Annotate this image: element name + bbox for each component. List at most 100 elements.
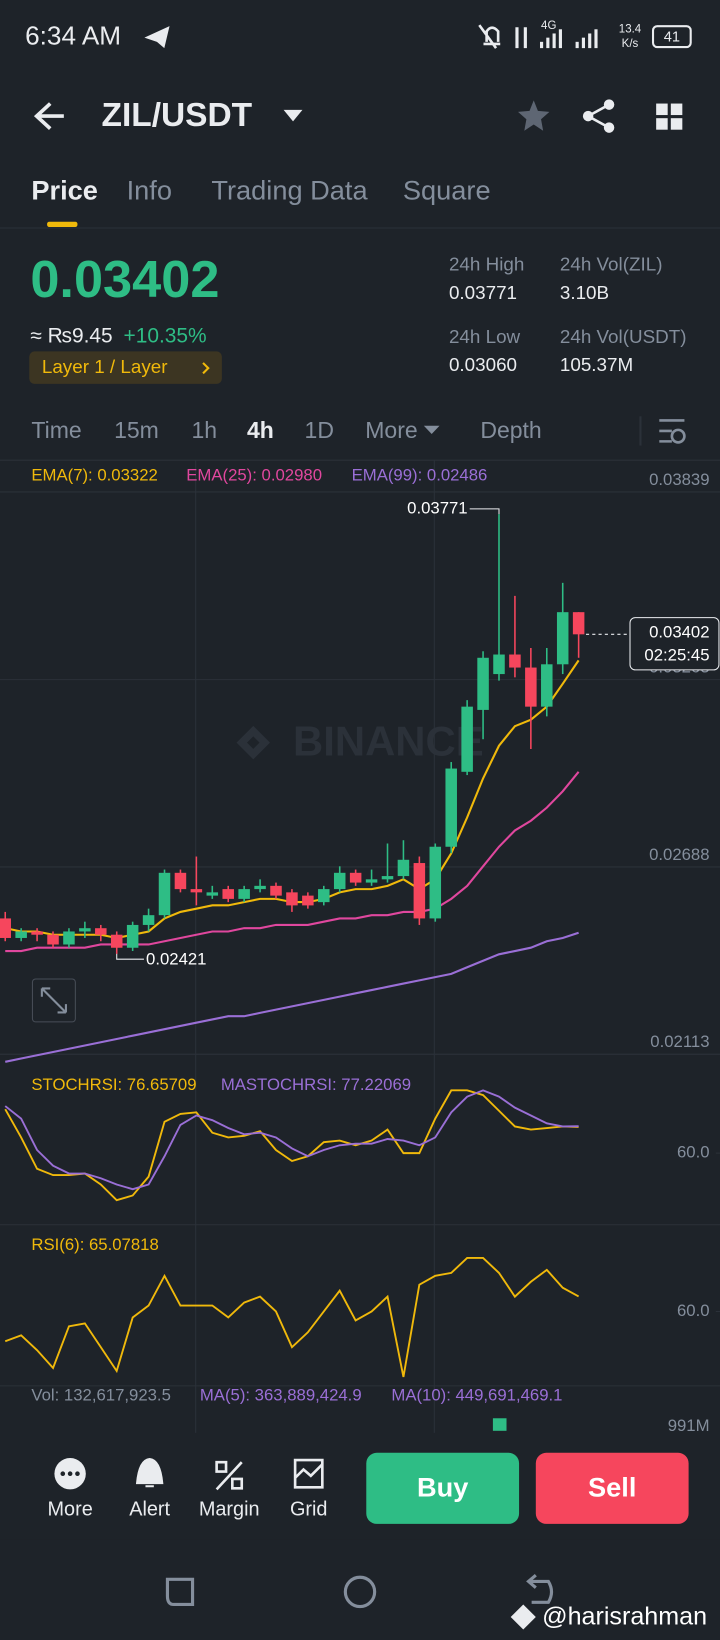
candle-body	[0, 918, 11, 938]
stat-label: 24h Vol(ZIL)	[560, 254, 663, 275]
candle-body	[397, 859, 410, 877]
candle-body	[445, 768, 457, 847]
interval-tab[interactable]: 4h	[247, 417, 274, 443]
tab[interactable]: Square	[403, 175, 491, 206]
candle-body	[429, 846, 442, 919]
candle-body	[190, 889, 203, 893]
network-type: 4G	[541, 20, 556, 32]
candle-body	[158, 872, 171, 916]
volume-tick-label: 991M	[668, 1416, 710, 1435]
candle-body	[142, 915, 155, 925]
candle-body	[365, 879, 378, 883]
pair-dropdown[interactable]	[283, 109, 303, 122]
last-price: 0.03402	[30, 251, 219, 309]
more-dropdown[interactable]	[423, 425, 440, 435]
candle-body	[525, 667, 537, 707]
action-label[interactable]: More	[47, 1499, 92, 1521]
interval-tab[interactable]: 15m	[114, 417, 159, 443]
tab[interactable]: Price	[31, 175, 98, 206]
candle-body	[110, 934, 123, 948]
chart-watermark: BINANCE	[293, 718, 484, 765]
candle-body	[286, 892, 298, 906]
favorite-button[interactable]	[518, 100, 550, 131]
buy-label[interactable]: Buy	[417, 1472, 468, 1503]
pair-title[interactable]: ZIL/USDT	[102, 97, 253, 134]
candle-body	[461, 706, 473, 772]
layout-button[interactable]	[656, 103, 683, 130]
action-label[interactable]: Grid	[290, 1499, 328, 1521]
watermark-logo	[236, 725, 270, 760]
tag-label[interactable]: Layer 1 / Layer	[42, 356, 168, 377]
stat-value: 3.10B	[560, 282, 609, 303]
speed-unit: K/s	[622, 38, 639, 50]
home-button[interactable]	[343, 1575, 377, 1609]
high-label: 0.03771	[407, 498, 467, 517]
candle-body	[556, 612, 569, 665]
interval-tab[interactable]: 1h	[192, 417, 218, 443]
indicator-tick-label: 60.0	[677, 1143, 710, 1162]
price-tick-label: 0.03839	[649, 470, 709, 489]
tab[interactable]: Trading Data	[211, 175, 368, 206]
tag-chip[interactable]	[29, 351, 222, 384]
last-price-box	[629, 617, 720, 671]
speed: 13.4	[619, 23, 642, 35]
price-change: +10.35%	[123, 324, 206, 347]
candle-body	[509, 654, 521, 668]
candle-body	[31, 931, 43, 935]
margin-icon[interactable]	[215, 1460, 244, 1491]
candle-body	[47, 934, 59, 945]
candle-body	[174, 872, 187, 890]
candle-body	[302, 895, 314, 906]
price-tick-label: 0.02113	[650, 1032, 709, 1051]
high-pointer	[469, 508, 500, 515]
volume-label: MA(5): 363,889,424.9	[200, 1386, 362, 1405]
candle-body	[63, 931, 75, 945]
candle-body	[349, 872, 362, 883]
candle-body	[206, 892, 219, 896]
action-label[interactable]: Alert	[129, 1499, 170, 1521]
fullscreen-icon	[40, 987, 67, 1014]
clock: 6:34 AM	[25, 21, 121, 51]
mute-icon	[478, 24, 501, 49]
data-icon	[515, 27, 527, 49]
tab-indicator	[47, 221, 78, 227]
interval-tab[interactable]: 1D	[305, 417, 334, 443]
interval-tab[interactable]: Depth	[480, 417, 541, 443]
sell-button[interactable]	[535, 1452, 689, 1524]
tag-chevron	[202, 362, 210, 375]
candle-body	[15, 931, 27, 938]
interval-tab[interactable]: Time	[31, 417, 81, 443]
interval-tab[interactable]: More	[365, 417, 417, 443]
settings-button[interactable]	[659, 419, 685, 443]
candle-body	[572, 612, 585, 635]
volume-label: Vol: 132,617,923.5	[31, 1386, 170, 1405]
action-label[interactable]: Margin	[199, 1499, 260, 1521]
volume-label: MA(10): 449,691,469.1	[391, 1386, 562, 1405]
countdown-label: 02:25:45	[644, 646, 709, 665]
ema-label: EMA(25): 0.02980	[186, 465, 322, 484]
tab[interactable]: Info	[127, 175, 172, 206]
candle-body	[413, 863, 426, 919]
recents-button[interactable]	[165, 1577, 195, 1607]
alert-icon[interactable]	[135, 1458, 164, 1488]
indicator-tick-label: 60.0	[677, 1301, 710, 1320]
sell-label[interactable]: Sell	[588, 1472, 636, 1503]
candle-body	[541, 664, 553, 707]
back-button[interactable]	[33, 102, 64, 130]
last-price-label: 0.03402	[649, 623, 709, 642]
share-button[interactable]	[582, 99, 615, 133]
stat-label: 24h High	[449, 254, 524, 275]
stat-label: 24h Low	[449, 326, 521, 347]
low-label: 0.02421	[146, 950, 206, 969]
back-nav-button[interactable]	[526, 1573, 554, 1604]
grid-icon[interactable]	[293, 1458, 324, 1489]
candle-body	[222, 889, 234, 899]
candle-body	[238, 889, 250, 899]
fullscreen-button[interactable]	[31, 978, 76, 1023]
indicator-label: MASTOCHRSI: 77.22069	[221, 1075, 411, 1094]
candle-body	[79, 928, 91, 932]
buy-button[interactable]	[366, 1452, 520, 1524]
